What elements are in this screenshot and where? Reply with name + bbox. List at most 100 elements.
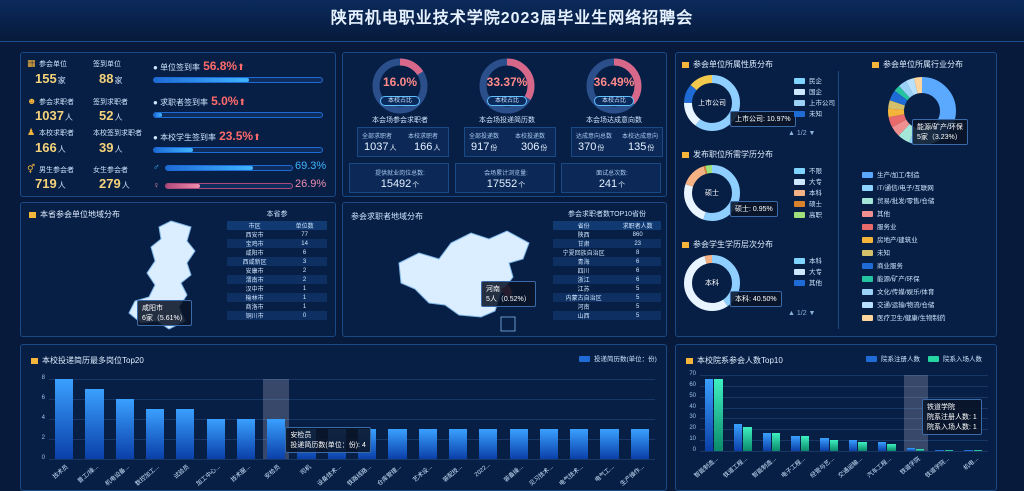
edu-donut: [684, 165, 740, 221]
entered-bar-1[interactable]: [743, 427, 752, 451]
gauge-badge[interactable]: 本校占比: [594, 96, 634, 106]
entered-bar-3[interactable]: [800, 435, 810, 451]
registered-bar-1[interactable]: [733, 423, 743, 451]
y-tick-label: 70: [689, 371, 696, 377]
entered-bar-4[interactable]: [829, 440, 838, 451]
female-fill: [166, 184, 200, 188]
industry-legend-item[interactable]: 未知: [862, 247, 890, 257]
dept-legend-registered[interactable]: 院系注册人数: [866, 353, 920, 363]
bar-5[interactable]: [206, 419, 225, 459]
entered-bar-7[interactable]: [916, 448, 925, 451]
bar-7[interactable]: [267, 419, 286, 459]
edu-legend-item[interactable]: 大专: [794, 176, 822, 186]
bar-3[interactable]: [145, 409, 165, 459]
stat-key: 全部求职者: [362, 134, 393, 140]
nature-legend-item[interactable]: 上市公司: [794, 97, 835, 107]
bar-11[interactable]: [388, 429, 407, 459]
table-cell: 5: [614, 293, 661, 302]
edu-legend-item[interactable]: 不限: [794, 165, 822, 175]
registered-bar-5[interactable]: [849, 440, 858, 451]
mid-stat-value: 241个: [598, 178, 626, 190]
industry-legend-item[interactable]: 能源/矿产/环保: [862, 273, 920, 283]
x-tick-label: 艺术设...: [412, 464, 434, 484]
registered-bar-3[interactable]: [791, 435, 800, 451]
industry-title: 参会单位所属行业分布: [872, 59, 963, 70]
nature-legend-item[interactable]: 民企: [794, 75, 822, 85]
entered-bar-6[interactable]: [887, 444, 896, 451]
level-legend-item[interactable]: 其他: [794, 277, 822, 287]
registered-bar-0[interactable]: [705, 379, 714, 451]
edu-legend-item[interactable]: 本科: [794, 187, 822, 197]
stat-value: 1037人: [364, 141, 397, 153]
gauge-badge[interactable]: 本校占比: [487, 96, 527, 106]
entered-bar-8[interactable]: [944, 449, 954, 451]
gridline: [49, 399, 655, 400]
gridline: [700, 375, 988, 376]
bar-12[interactable]: [418, 429, 437, 459]
table-cell: 860: [632, 231, 643, 238]
y-tick-label: 0: [692, 447, 696, 453]
nature-pager[interactable]: ▲ 1/2 ▼: [788, 130, 816, 137]
nature-legend-item[interactable]: 国企: [794, 86, 822, 96]
industry-legend-item[interactable]: IT/通信/电子/互联网: [862, 182, 934, 192]
table-cell: 8: [636, 249, 640, 256]
bar-1[interactable]: [85, 389, 104, 459]
registered-bar-4[interactable]: [820, 437, 829, 451]
gauge-caption: 本会场投递简历数: [479, 117, 535, 124]
female-bar: [165, 183, 293, 189]
industry-legend-item[interactable]: 生产/加工/制造: [862, 169, 920, 179]
x-tick-label: 汽车工程...: [866, 456, 893, 480]
registered-bar-8[interactable]: [935, 449, 944, 451]
bar-17[interactable]: [570, 429, 589, 459]
edu-legend-item[interactable]: 硕士: [794, 198, 822, 208]
seeker-rate-fill: [154, 113, 163, 117]
mid-stat-box: 会场累计浏览量: 17552个: [455, 163, 555, 193]
level-donut: [684, 255, 740, 311]
registered-bar-7[interactable]: [906, 447, 915, 451]
registered-bar-6[interactable]: [877, 442, 887, 451]
mid-stat-box: 提供就业岗位总数: 15492个: [349, 163, 449, 193]
industry-legend-item[interactable]: 交通/运输/物流/仓储: [862, 299, 934, 309]
bar-15[interactable]: [509, 429, 528, 459]
entered-bar-9[interactable]: [973, 449, 982, 451]
bar-0[interactable]: [55, 379, 74, 459]
entered-bar-5[interactable]: [858, 442, 867, 451]
registered-bar-9[interactable]: [964, 449, 973, 451]
gridline: [49, 419, 655, 420]
industry-tooltip: 能源/矿产/环保 5家（3.23%）: [912, 119, 968, 145]
edu-legend-item[interactable]: 高职: [794, 209, 822, 219]
level-pager[interactable]: ▲ 1/2 ▼: [788, 310, 816, 317]
registered-bar-2[interactable]: [762, 432, 771, 451]
industry-legend-item[interactable]: 文化/传媒/娱乐/体育: [862, 286, 934, 296]
industry-legend-item[interactable]: 其他: [862, 208, 890, 218]
level-legend-item[interactable]: 大专: [794, 266, 822, 276]
nature-legend-item[interactable]: 未知: [794, 108, 822, 118]
level-legend-item[interactable]: 本科: [794, 255, 822, 265]
gauge-stat-box: 全部投递数 917份 本校投递数 306份: [464, 127, 556, 157]
bar-19[interactable]: [630, 429, 649, 459]
dept-legend-entered[interactable]: 院系入场人数: [928, 353, 982, 363]
industry-legend-item[interactable]: 医疗卫生/健康/生物制药: [862, 312, 946, 322]
bar-4[interactable]: [176, 409, 195, 459]
industry-legend-item[interactable]: 贸易/批发/零售/仓储: [862, 195, 934, 205]
gauge-badge[interactable]: 本校占比: [380, 96, 420, 106]
seeker-rate-bar: [153, 112, 323, 118]
entered-bar-2[interactable]: [772, 432, 781, 451]
bar-13[interactable]: [448, 429, 468, 459]
bar-6[interactable]: [236, 419, 256, 459]
bar-18[interactable]: [600, 429, 619, 459]
table-cell: 0: [282, 311, 327, 320]
bar-2[interactable]: [115, 399, 134, 459]
bar-14[interactable]: [479, 429, 498, 459]
gauges-panel: 16.0% 本校占比 本会场参会求职者 全部求职者 1037人 本校求职者 166人 33.3…: [342, 52, 667, 197]
school-value: 166人: [35, 140, 66, 155]
entered-bar-0[interactable]: [714, 379, 723, 451]
industry-legend-item[interactable]: 房地产/建筑业: [862, 234, 918, 244]
bar-16[interactable]: [539, 429, 559, 459]
industry-legend-item[interactable]: 商业服务: [862, 260, 903, 270]
stat-key: 本校投递数: [515, 134, 546, 140]
top20-legend[interactable]: 投递简历数(单位：份): [579, 353, 657, 363]
table-cell: 安康市: [245, 269, 264, 275]
industry-legend-item[interactable]: 服务业: [862, 221, 897, 231]
seekers-tooltip-name: 河南: [486, 286, 500, 293]
